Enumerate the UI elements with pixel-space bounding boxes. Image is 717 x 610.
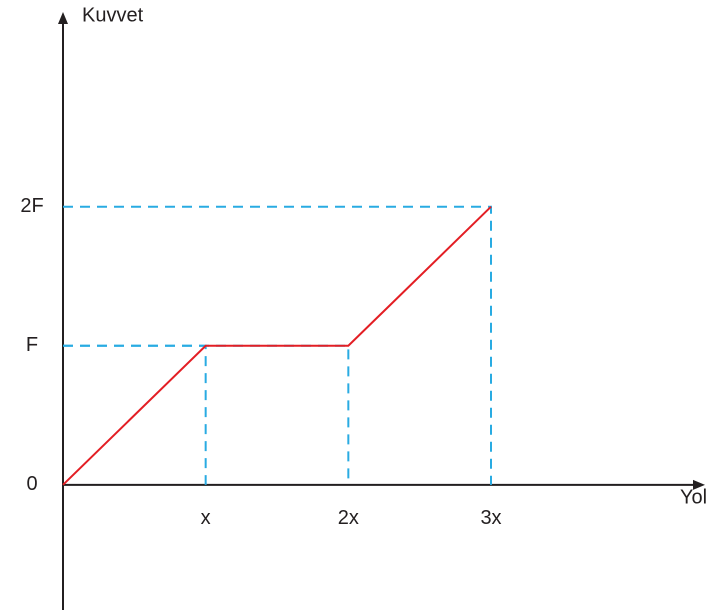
y-tick-label: 0 (26, 473, 37, 495)
guide-line (63, 344, 350, 485)
x-tick-label: 2x (338, 507, 359, 529)
x-axis-arrow (693, 479, 705, 490)
y-axis-label: Kuvvet (82, 4, 144, 26)
x-axis-label: Yol (680, 486, 707, 508)
x-tick-label: x (201, 507, 211, 529)
y-tick-label: 2F (20, 195, 43, 217)
y-axis-arrow (58, 12, 68, 24)
data-line (62, 205, 492, 486)
y-tick-label: F (26, 334, 38, 356)
x-tick-label: 3x (480, 507, 501, 529)
